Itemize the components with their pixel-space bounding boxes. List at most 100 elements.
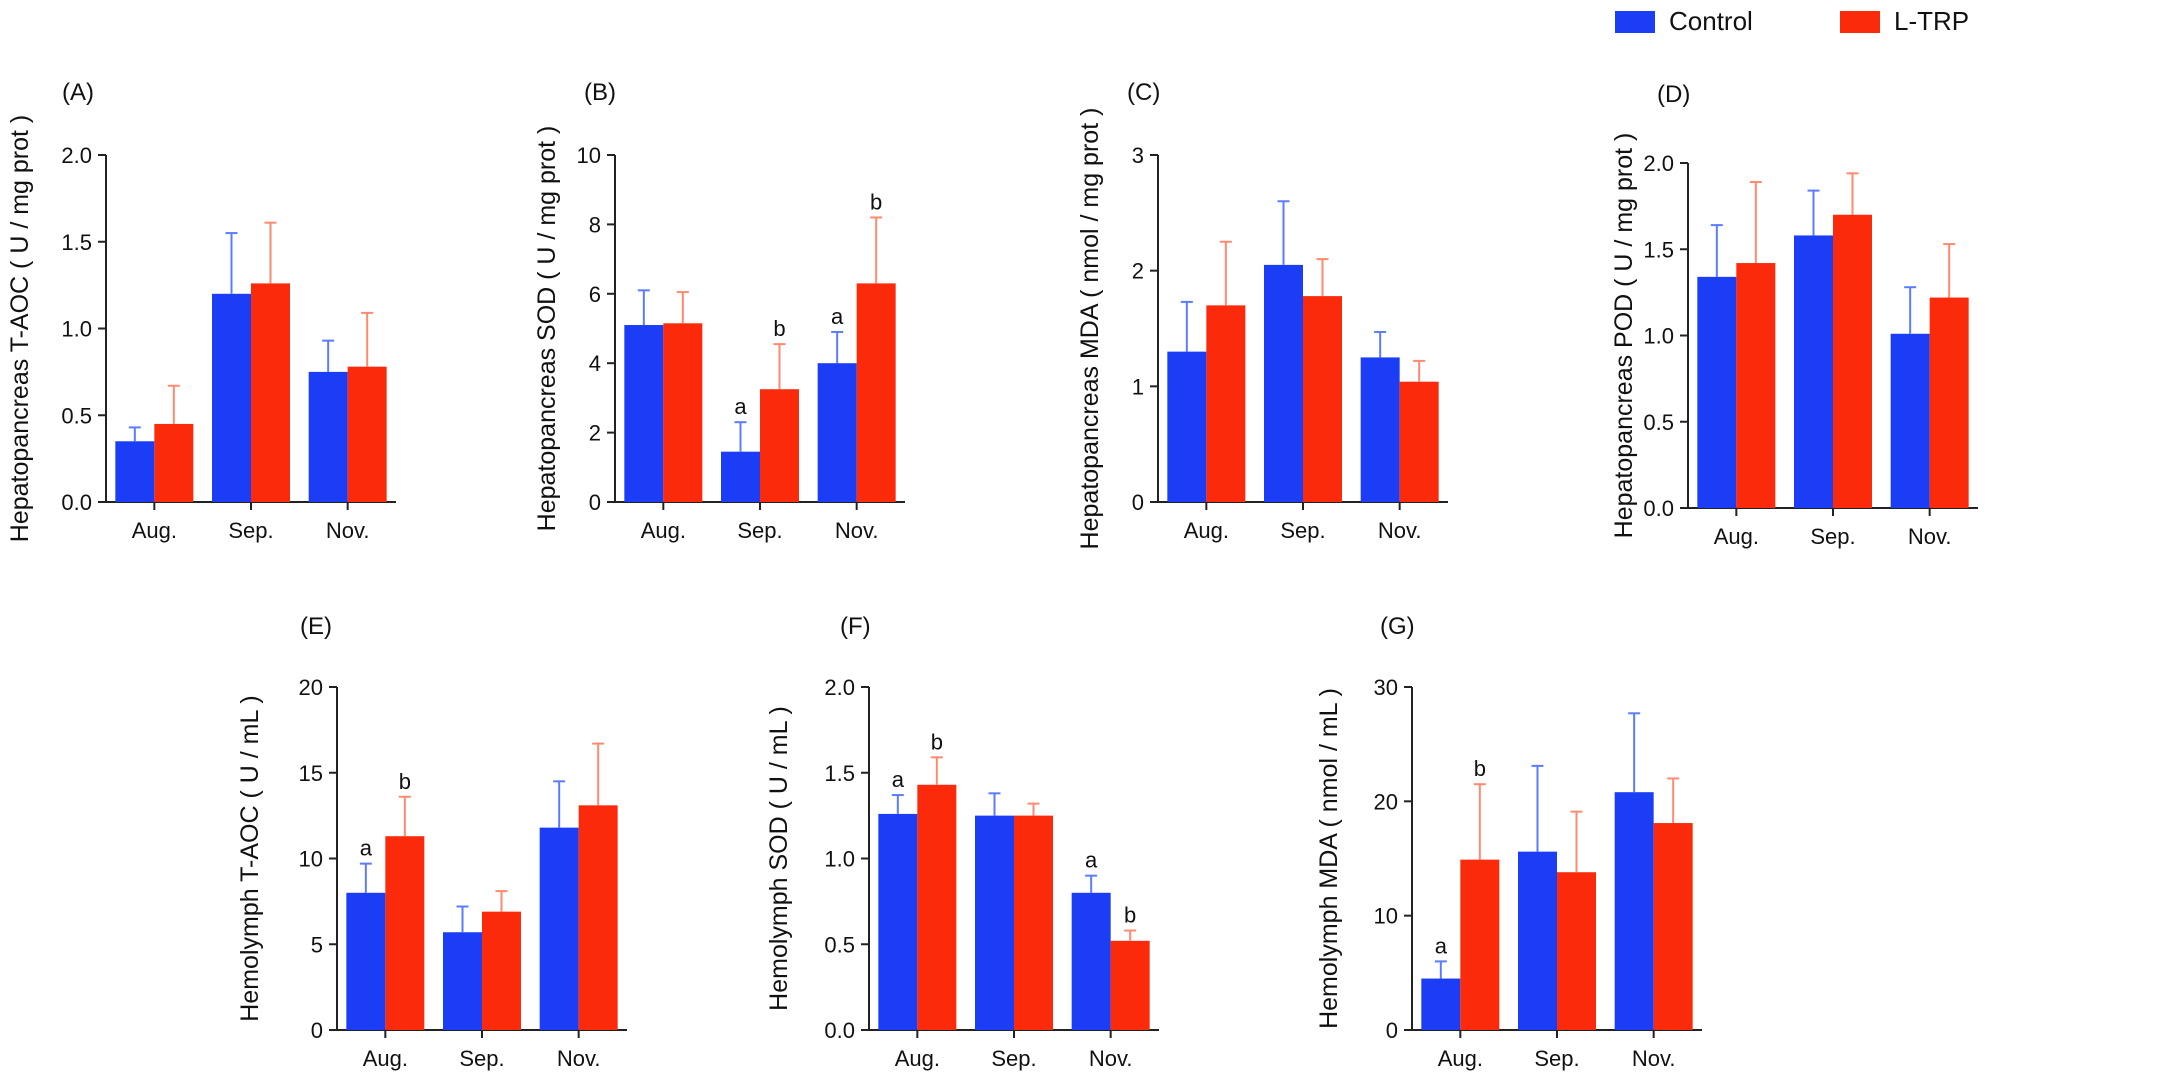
panel-1-label: (A) bbox=[62, 79, 94, 106]
panel-1-bar-l-trp bbox=[347, 366, 387, 502]
panel-4-ylabel: Hepatopancreas POD ( U / mg prot ) bbox=[1610, 133, 1638, 539]
panel-3-bar-control bbox=[1264, 264, 1303, 502]
panel-4-label: (D) bbox=[1657, 81, 1690, 108]
panel-7-ytick-label: 0 bbox=[1386, 1018, 1398, 1043]
panel-5-xtick-label: Aug. bbox=[363, 1046, 408, 1071]
panel-2-label: (B) bbox=[584, 79, 616, 106]
panel-4-bar-control bbox=[1794, 235, 1833, 508]
panel-1-bar-l-trp bbox=[251, 283, 290, 502]
panel-6-ytick-label: 0.5 bbox=[824, 932, 855, 957]
panel-5-ytick-label: 10 bbox=[299, 847, 323, 872]
panel-5-sig-label: a bbox=[360, 836, 373, 861]
legend-control: Control bbox=[1615, 6, 1753, 37]
ltrp-swatch bbox=[1840, 10, 1880, 33]
panel-7-bar-l-trp bbox=[1653, 823, 1693, 1030]
panel-6-xtick-label: Sep. bbox=[991, 1046, 1036, 1071]
panel-2-ytick-label: 10 bbox=[577, 143, 601, 168]
panel-4-bar-l-trp bbox=[1833, 214, 1872, 508]
panel-7-bar-l-trp bbox=[1460, 859, 1500, 1030]
panel-1-ytick-label: 1.5 bbox=[61, 230, 92, 255]
panel-1-bar-control bbox=[308, 371, 348, 502]
panel-2-bar-l-trp bbox=[760, 389, 799, 502]
panel-6-ytick-label: 2.0 bbox=[824, 675, 855, 700]
panel-6-bar-l-trp bbox=[917, 784, 957, 1030]
panel-4-ytick-label: 1.5 bbox=[1643, 237, 1674, 262]
panel-2-sig-label: b bbox=[773, 316, 785, 341]
panel-4-bar-control bbox=[1697, 276, 1737, 508]
panel-5-bar-control bbox=[346, 892, 386, 1030]
panel-5-bar-l-trp bbox=[385, 836, 425, 1030]
panel-6-bar-control bbox=[1071, 892, 1111, 1030]
panel-2-bar-control bbox=[721, 451, 760, 502]
panel-7-xtick-label: Aug. bbox=[1438, 1046, 1483, 1071]
panel-4-bar-l-trp bbox=[1736, 263, 1776, 508]
panel-7-xtick-label: Sep. bbox=[1534, 1046, 1579, 1071]
panel-2-bar-control bbox=[624, 325, 664, 502]
panel-5-bar-control bbox=[443, 932, 482, 1030]
panel-6-bar-control bbox=[878, 813, 918, 1030]
panel-6-xtick-label: Aug. bbox=[895, 1046, 940, 1071]
panel-3-bar-l-trp bbox=[1206, 305, 1246, 502]
panel-7-bar-l-trp bbox=[1557, 872, 1596, 1030]
panel-6-sig-label: b bbox=[931, 729, 943, 754]
panel-6-bar-l-trp bbox=[1110, 940, 1150, 1030]
panel-7-sig-label: a bbox=[1435, 933, 1448, 958]
panel-4-bar-control bbox=[1890, 333, 1930, 508]
panel-6-sig-label: b bbox=[1124, 903, 1136, 928]
panel-6-ytick-label: 0.0 bbox=[824, 1018, 855, 1043]
panel-3-xtick-label: Nov. bbox=[1378, 518, 1422, 543]
panel-2-bar-l-trp bbox=[663, 323, 703, 502]
panel-1-ytick-label: 2.0 bbox=[61, 143, 92, 168]
panel-5-xtick-label: Nov. bbox=[557, 1046, 601, 1071]
panel-5-sig-label: b bbox=[399, 769, 411, 794]
panel-4-ytick-label: 2.0 bbox=[1643, 151, 1674, 176]
panel-6-sig-label: a bbox=[892, 767, 905, 792]
panel-5-label: (E) bbox=[300, 613, 332, 640]
panel-4-xtick-label: Aug. bbox=[1714, 524, 1759, 549]
panel-1-bar-control bbox=[115, 441, 155, 502]
panel-3-label: (C) bbox=[1127, 79, 1160, 106]
panel-2-ytick-label: 2 bbox=[589, 421, 601, 446]
panel-3-bar-l-trp bbox=[1399, 381, 1439, 502]
panel-7-bar-control bbox=[1421, 978, 1461, 1030]
panel-7-sig-label: b bbox=[1474, 756, 1486, 781]
panel-1-ytick-label: 0.0 bbox=[61, 490, 92, 515]
panel-3-ytick-label: 3 bbox=[1132, 143, 1144, 168]
panel-3-ytick-label: 0 bbox=[1132, 490, 1144, 515]
panel-2-ytick-label: 4 bbox=[589, 351, 601, 376]
panel-4-ytick-label: 1.0 bbox=[1643, 324, 1674, 349]
panel-5-ytick-label: 20 bbox=[299, 675, 323, 700]
panel-6-bar-control bbox=[975, 815, 1014, 1030]
panel-3-bar-l-trp bbox=[1303, 296, 1342, 502]
panel-7-ytick-label: 10 bbox=[1374, 904, 1398, 929]
panel-5-ytick-label: 15 bbox=[299, 761, 323, 786]
panel-7-bar-control bbox=[1518, 851, 1557, 1030]
panel-2-ytick-label: 6 bbox=[589, 282, 601, 307]
panel-1-bar-l-trp bbox=[154, 423, 194, 502]
panel-5-bar-control bbox=[539, 827, 579, 1030]
panel-6-sig-label: a bbox=[1085, 848, 1098, 873]
legend-ltrp-label: L-TRP bbox=[1894, 6, 1970, 36]
panel-6-bar-l-trp bbox=[1014, 815, 1053, 1030]
panel-2-xtick-label: Sep. bbox=[737, 518, 782, 543]
panel-4-xtick-label: Sep. bbox=[1810, 524, 1855, 549]
panel-2-bar-l-trp bbox=[856, 283, 896, 502]
panel-1-ylabel: Hepatopancreas T-AOC ( U / mg prot ) bbox=[6, 115, 34, 542]
panel-3-bar-control bbox=[1360, 357, 1400, 502]
panel-2-sig-label: a bbox=[831, 304, 844, 329]
panel-6-xtick-label: Nov. bbox=[1089, 1046, 1133, 1071]
panel-6-ytick-label: 1.5 bbox=[824, 761, 855, 786]
panel-2-ytick-label: 8 bbox=[589, 212, 601, 237]
panel-3-ytick-label: 1 bbox=[1132, 374, 1144, 399]
panel-7-ylabel: Hemolymph MDA ( nmol / mL ) bbox=[1315, 688, 1343, 1029]
panel-3-bar-control bbox=[1167, 351, 1207, 502]
control-swatch bbox=[1615, 10, 1655, 33]
panel-2-xtick-label: Nov. bbox=[835, 518, 879, 543]
panel-2-bar-control bbox=[817, 363, 857, 502]
panel-3-ytick-label: 2 bbox=[1132, 259, 1144, 284]
panel-2-sig-label: b bbox=[870, 189, 882, 214]
panel-7-ytick-label: 30 bbox=[1374, 675, 1398, 700]
panel-7-label: (G) bbox=[1380, 613, 1415, 640]
panel-7-xtick-label: Nov. bbox=[1632, 1046, 1676, 1071]
